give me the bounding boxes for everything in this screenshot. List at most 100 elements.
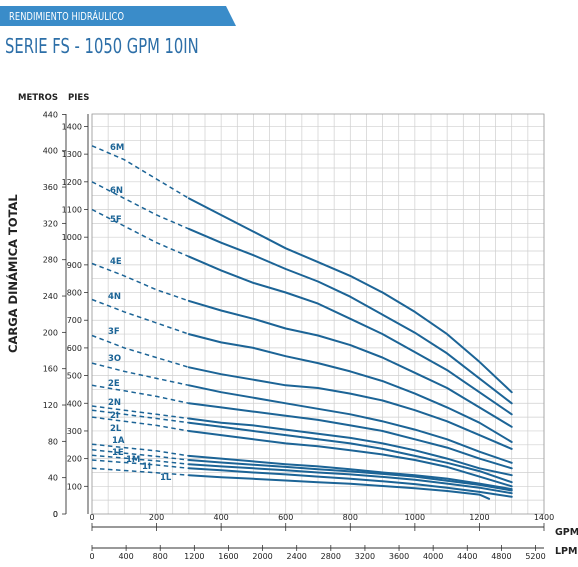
curve-4n-solid: [187, 333, 513, 443]
curve-3f-solid: [187, 366, 513, 450]
series-label-5f: 5F: [110, 215, 122, 225]
curve-5f-dashed: [91, 208, 190, 258]
x-lpm-tick-label: 1600: [218, 552, 238, 561]
series-label-1i: 1I: [142, 462, 151, 472]
x-unit-gpm-label: GPM: [555, 527, 578, 538]
curve-1a-solid: [187, 454, 513, 491]
series-curves: [91, 145, 513, 500]
header-banner: RENDIMIENTO HIDRÁULICO: [0, 6, 236, 26]
x-lpm-tick-label: 3200: [355, 552, 375, 561]
x-gpm-tick-label: 1200: [469, 513, 489, 522]
x-lpm-tick-label: 3600: [389, 552, 409, 561]
y-left-tick-label: 200: [43, 328, 58, 337]
banner-label: RENDIMIENTO HIDRÁULICO: [9, 11, 125, 23]
page-title: SERIE FS - 1050 GPM 10IN: [5, 34, 199, 58]
y-right-tick-label: 1100: [62, 206, 82, 215]
series-label-3o: 3O: [108, 354, 121, 364]
curve-4e-solid: [187, 299, 513, 428]
curve-2e-dashed: [91, 384, 190, 405]
curve-1e-solid: [187, 459, 513, 492]
series-label-4n: 4N: [108, 292, 121, 302]
y-right-tick-label: 600: [67, 344, 82, 353]
curve-6n-dashed: [91, 181, 190, 230]
curve-4n-dashed: [91, 298, 190, 335]
x-gpm-tick-label: 0: [89, 513, 94, 522]
series-label-1l: 1L: [160, 473, 172, 483]
y-left-tick-label: 120: [43, 401, 58, 410]
curve-3o-solid: [187, 384, 513, 464]
curve-1l-dashed: [91, 467, 189, 476]
y-right-tick-label: 500: [67, 372, 82, 381]
curve-1a-dashed: [91, 443, 190, 457]
x-lpm-tick-label: 2000: [252, 552, 272, 561]
y-left-tick-label: 280: [43, 256, 58, 265]
x-lpm-tick-label: 4000: [423, 552, 443, 561]
curve-1l-solid: [187, 474, 491, 500]
y-right-tick-label: 1400: [62, 122, 82, 131]
curve-1m-dashed: [91, 454, 189, 465]
y-left-tick-label: 240: [43, 292, 58, 301]
y-unit-right-label: PIES: [68, 93, 89, 103]
y-right-tick-label: 100: [67, 482, 82, 491]
y-left-tick-label: 0: [53, 510, 58, 519]
x-lpm-tick-label: 800: [153, 552, 168, 561]
curve-2n-dashed: [91, 405, 189, 420]
curve-3o-dashed: [91, 362, 190, 387]
y-axis-label: CARGA DINÁMICA TOTAL: [5, 194, 20, 353]
curve-3f-dashed: [91, 334, 190, 369]
y-right-tick-label: 1000: [62, 233, 82, 242]
tick-labels: 0408012016020024028032036040044001002003…: [43, 110, 554, 561]
series-label-1a: 1A: [112, 436, 125, 446]
y-right-tick-label: 900: [67, 261, 82, 270]
y-right-tick-label: 1200: [62, 178, 82, 187]
series-label-3f: 3F: [108, 327, 120, 337]
axes: [62, 113, 545, 551]
curve-2e-solid: [187, 402, 513, 470]
series-label-2e: 2E: [108, 379, 120, 389]
curve-6m-solid: [187, 197, 513, 394]
y-right-tick-label: 400: [67, 399, 82, 408]
series-label-1m: 1M: [126, 455, 140, 465]
x-lpm-tick-label: 2400: [287, 552, 307, 561]
series-label-2i: 2I: [110, 411, 119, 421]
y-right-tick-label: 700: [67, 316, 82, 325]
y-left-tick-label: 0: [53, 510, 58, 519]
curve-1i-dashed: [91, 459, 189, 470]
x-gpm-tick-label: 400: [214, 513, 229, 522]
x-lpm-tick-label: 4800: [491, 552, 511, 561]
plot-frame: [91, 113, 545, 515]
y-right-tick-label: 1300: [62, 150, 82, 159]
curve-1i-solid: [187, 467, 513, 498]
x-gpm-tick-label: 800: [343, 513, 358, 522]
x-gpm-tick-label: 1400: [534, 513, 554, 522]
y-left-tick-label: 160: [43, 365, 58, 374]
series-label-4e: 4E: [110, 257, 122, 267]
y-left-tick-label: 320: [43, 219, 58, 228]
grid: [91, 113, 545, 515]
curve-2i-dashed: [91, 409, 189, 424]
x-gpm-tick-label: 200: [149, 513, 164, 522]
y-left-tick-label: 360: [43, 183, 58, 192]
x-gpm-tick-label: 600: [278, 513, 293, 522]
y-left-tick-label: 440: [43, 110, 58, 119]
curve-2n-solid: [187, 417, 513, 477]
curve-6m-dashed: [91, 145, 190, 200]
y-unit-left-label: METROS: [18, 93, 58, 103]
curve-2i-solid: [187, 421, 513, 484]
curve-1m-solid: [187, 463, 513, 495]
x-lpm-tick-label: 5200: [525, 552, 545, 561]
series-label-6n: 6N: [110, 186, 123, 196]
y-right-tick-label: 200: [67, 455, 82, 464]
x-lpm-tick-label: 2800: [321, 552, 341, 561]
curve-5f-solid: [187, 255, 513, 416]
x-lpm-tick-label: 4400: [457, 552, 477, 561]
y-left-tick-label: 400: [43, 147, 58, 156]
series-label-6m: 6M: [110, 143, 124, 153]
series-label-2l: 2L: [110, 424, 122, 434]
y-right-tick-label: 300: [67, 427, 82, 436]
x-lpm-tick-label: 0: [89, 552, 94, 561]
x-unit-lpm-label: LPM: [555, 546, 577, 557]
curve-4e-dashed: [91, 262, 190, 302]
